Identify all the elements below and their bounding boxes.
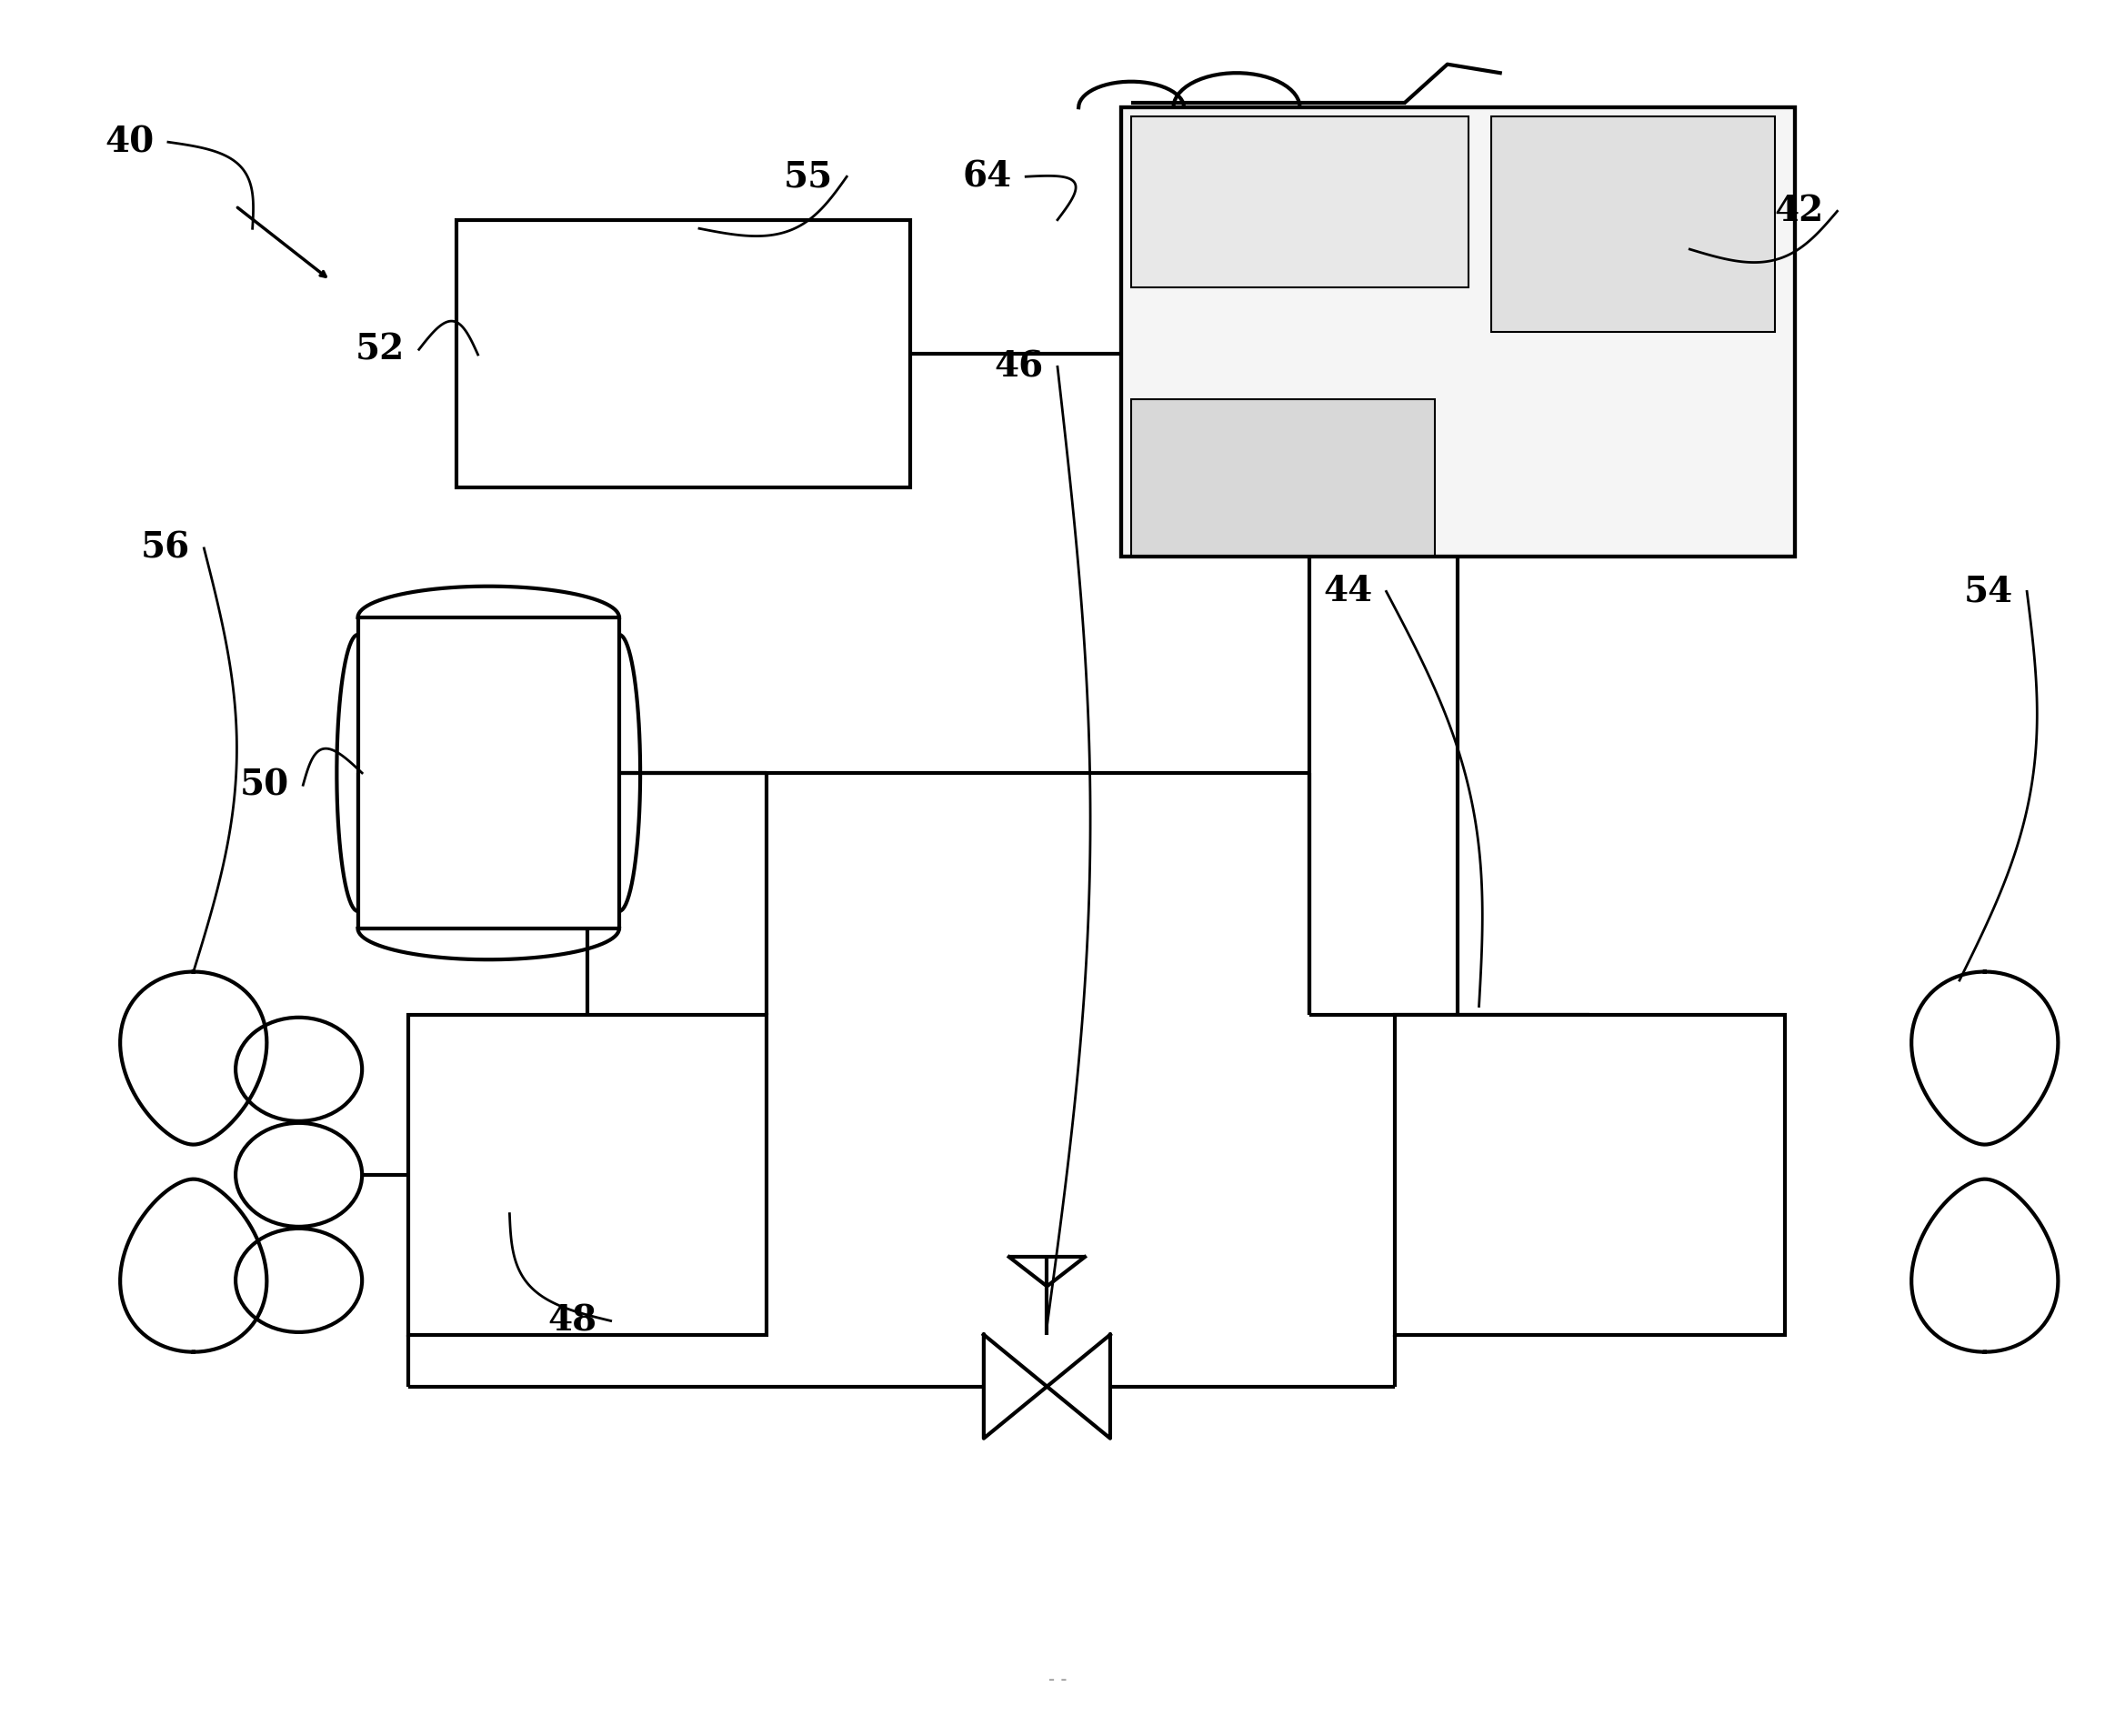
Circle shape [235, 1017, 362, 1121]
Polygon shape [1912, 1179, 2058, 1352]
Bar [1394, 1016, 1785, 1335]
Text: 44: 44 [1324, 575, 1373, 609]
Text: 64: 64 [962, 160, 1011, 194]
Bar [1132, 399, 1434, 557]
Circle shape [235, 1123, 362, 1227]
Polygon shape [121, 1179, 266, 1352]
Polygon shape [1047, 1335, 1110, 1439]
Circle shape [235, 1229, 362, 1332]
Bar [357, 618, 620, 929]
Text: 55: 55 [783, 160, 833, 194]
Bar [457, 220, 909, 488]
Bar [408, 1016, 766, 1335]
Bar [1491, 116, 1774, 332]
Bar [1121, 108, 1796, 557]
Text: - -: - - [1049, 1672, 1066, 1689]
Text: 50: 50 [239, 767, 290, 802]
Text: 48: 48 [548, 1304, 596, 1338]
Polygon shape [983, 1335, 1047, 1439]
Polygon shape [121, 972, 266, 1144]
Text: 46: 46 [994, 349, 1043, 384]
Text: 40: 40 [106, 125, 154, 160]
Bar [1132, 116, 1468, 286]
Text: 54: 54 [1963, 575, 2013, 609]
Bar [1121, 108, 1796, 557]
Text: 42: 42 [1774, 194, 1823, 229]
Text: 56: 56 [142, 531, 190, 566]
Text: 52: 52 [355, 332, 406, 366]
Polygon shape [1912, 972, 2058, 1144]
